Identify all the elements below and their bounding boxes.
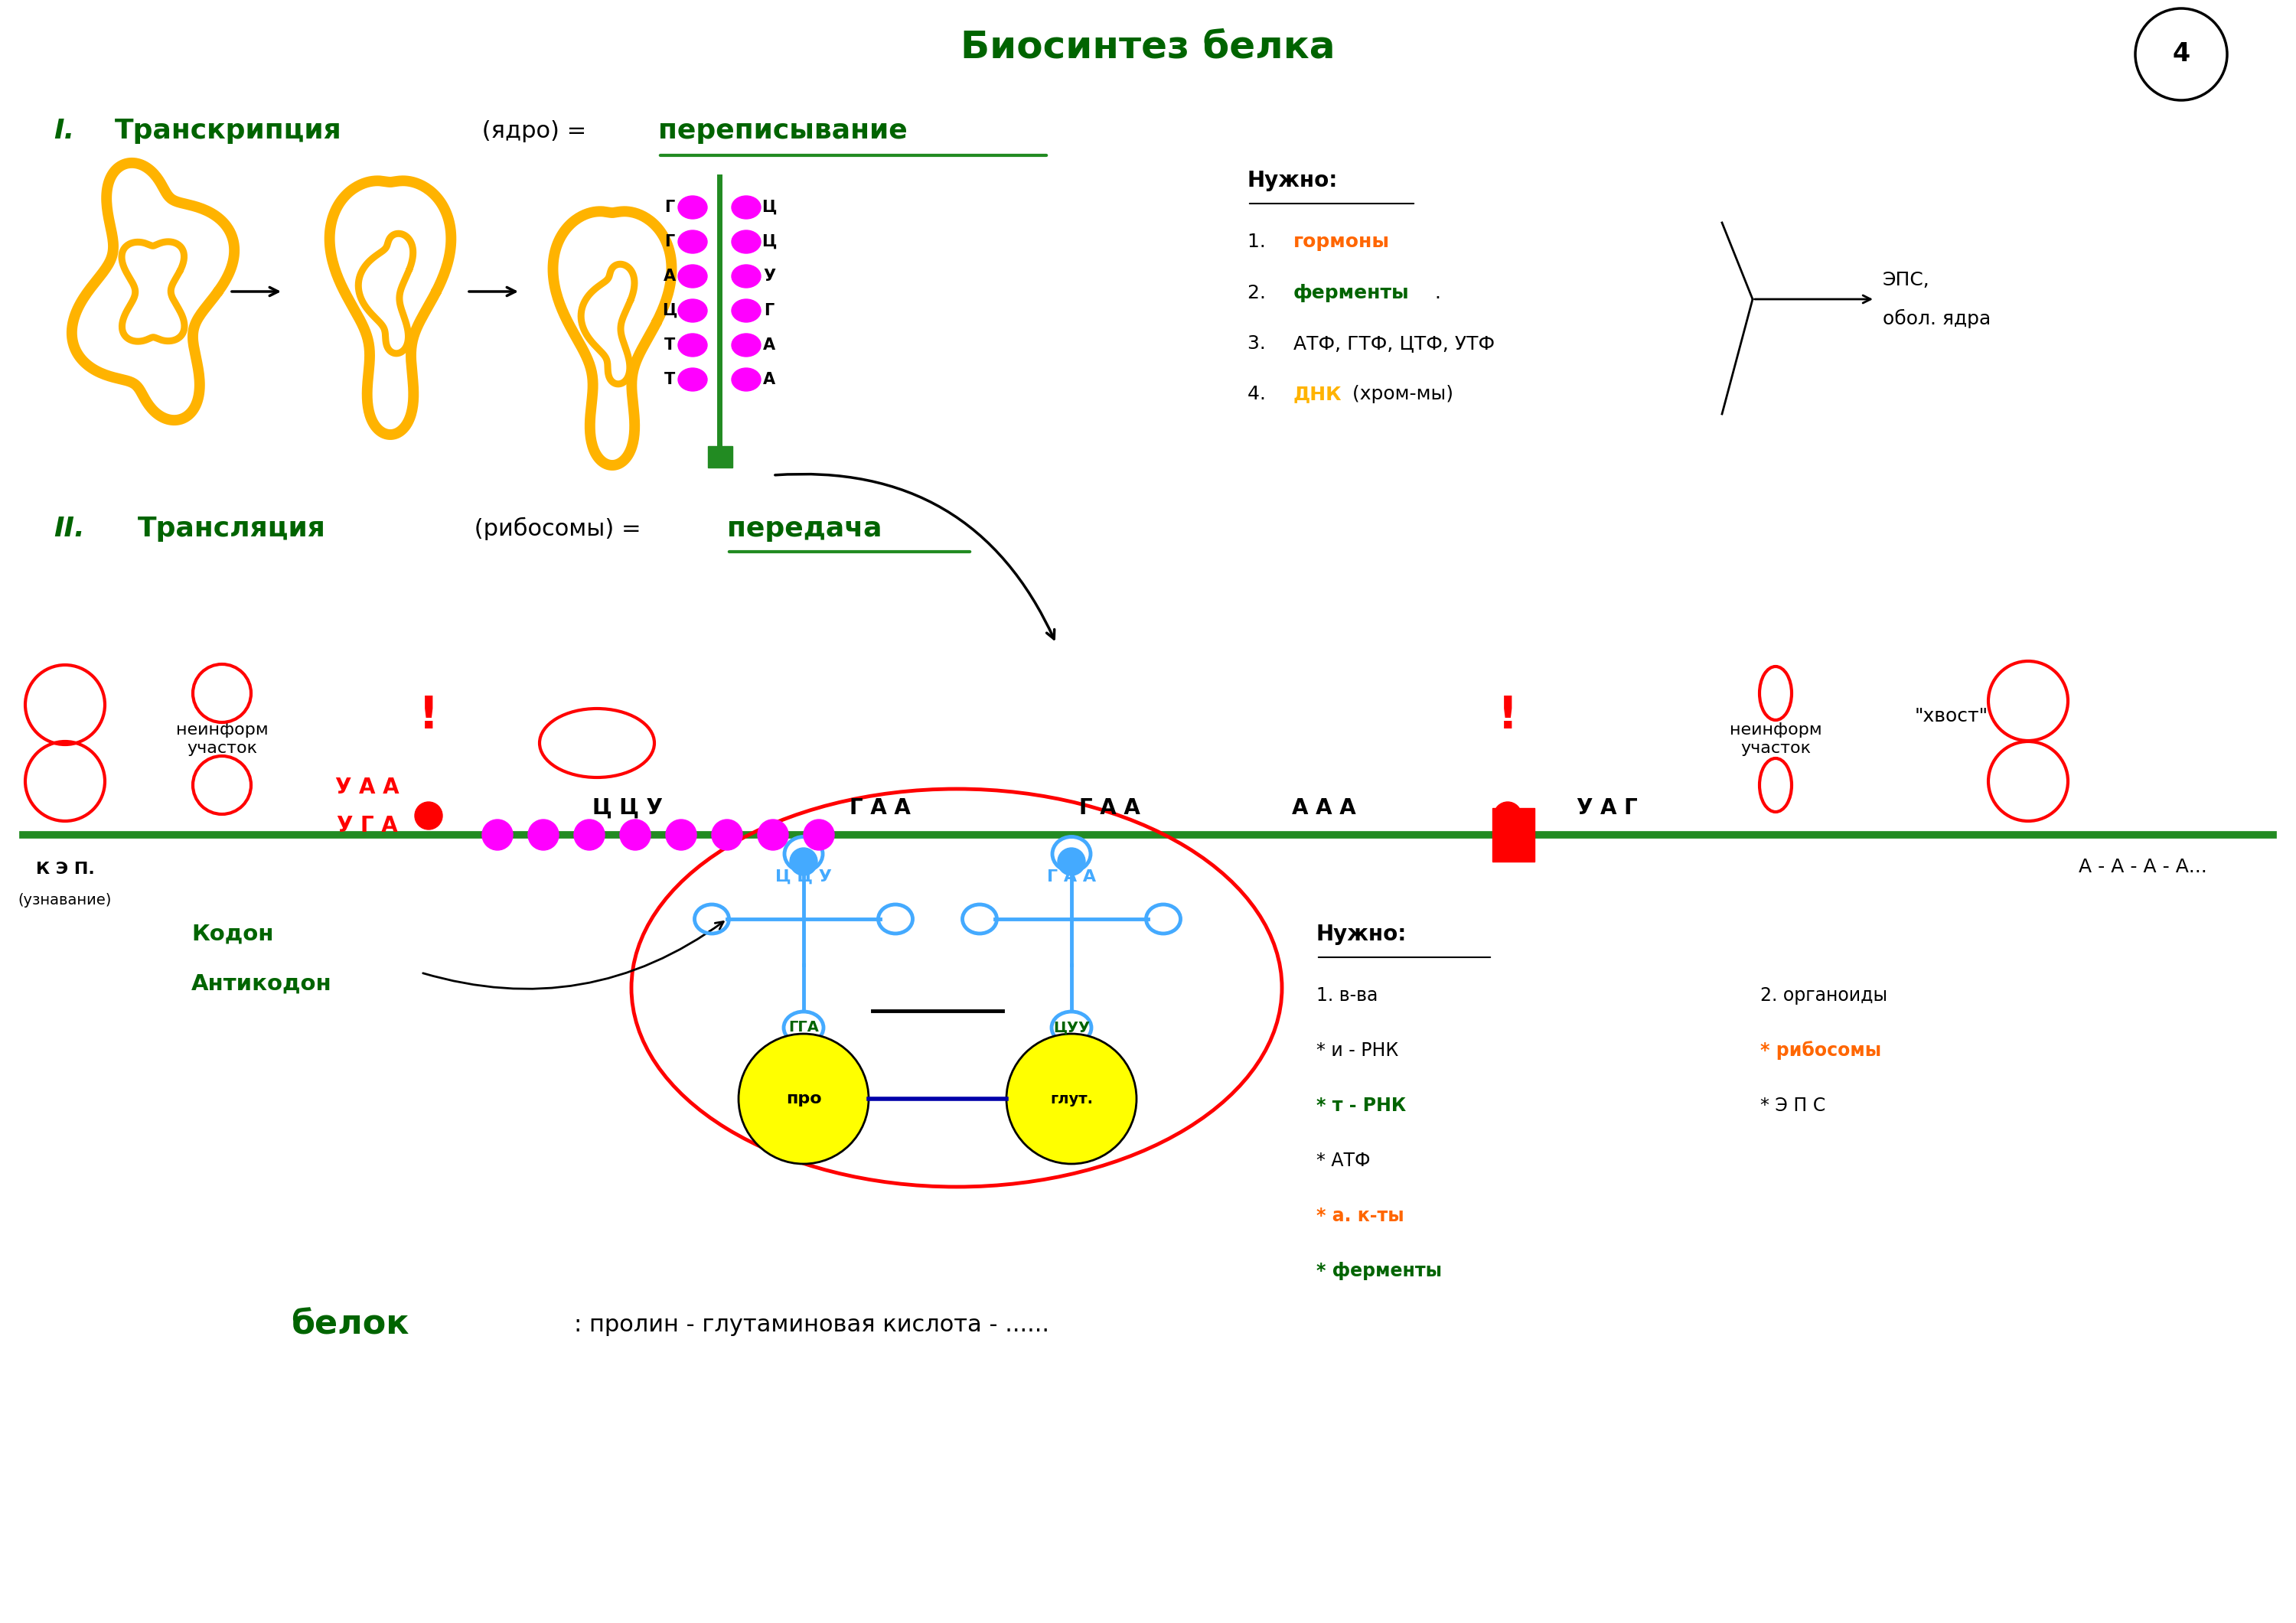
Text: II.: II. bbox=[53, 516, 85, 542]
Text: Нужно:: Нужно: bbox=[1316, 923, 1407, 945]
Ellipse shape bbox=[732, 265, 760, 287]
Text: 3.: 3. bbox=[1247, 334, 1272, 352]
Text: * рибосомы: * рибосомы bbox=[1761, 1040, 1880, 1060]
Text: * т - РНК: * т - РНК bbox=[1316, 1097, 1405, 1115]
Circle shape bbox=[482, 820, 512, 850]
Text: (хром-мы): (хром-мы) bbox=[1345, 385, 1453, 403]
Ellipse shape bbox=[677, 196, 707, 219]
Circle shape bbox=[1006, 1034, 1137, 1164]
Text: У А Г: У А Г bbox=[1577, 797, 1637, 818]
Text: Транскрипция: Транскрипция bbox=[115, 118, 342, 144]
Ellipse shape bbox=[677, 230, 707, 253]
Circle shape bbox=[1058, 847, 1086, 875]
Text: Кодон: Кодон bbox=[191, 923, 273, 945]
Text: гормоны: гормоны bbox=[1293, 232, 1389, 252]
Text: белок: белок bbox=[292, 1308, 409, 1341]
Text: * а. к-ты: * а. к-ты bbox=[1316, 1208, 1405, 1225]
Text: передача: передача bbox=[728, 516, 882, 542]
Text: Ц Ц У: Ц Ц У bbox=[592, 797, 664, 818]
Text: ЦУУ: ЦУУ bbox=[1054, 1021, 1091, 1035]
Ellipse shape bbox=[732, 196, 760, 219]
Text: Трансляция: Трансляция bbox=[138, 516, 326, 542]
Text: А: А bbox=[762, 338, 776, 352]
Text: глут.: глут. bbox=[1049, 1092, 1093, 1107]
Text: !: ! bbox=[1497, 695, 1518, 738]
Text: Г А А: Г А А bbox=[850, 797, 912, 818]
Text: А А А: А А А bbox=[1293, 797, 1357, 818]
Text: (рибосомы) =: (рибосомы) = bbox=[466, 518, 647, 540]
Text: Г А А: Г А А bbox=[1047, 870, 1095, 885]
Text: ферменты: ферменты bbox=[1293, 284, 1410, 302]
Circle shape bbox=[666, 820, 696, 850]
Text: А - А - А - А...: А - А - А - А... bbox=[2078, 859, 2206, 876]
Text: Г: Г bbox=[765, 304, 774, 318]
Text: неинформ
участок: неинформ участок bbox=[1729, 722, 1821, 756]
Ellipse shape bbox=[732, 299, 760, 321]
Ellipse shape bbox=[677, 334, 707, 357]
Text: * Э П С: * Э П С bbox=[1761, 1097, 1825, 1115]
Text: Ц: Ц bbox=[762, 200, 776, 214]
Text: .: . bbox=[1435, 284, 1440, 302]
Circle shape bbox=[712, 820, 742, 850]
Text: А: А bbox=[664, 268, 675, 284]
Text: 4: 4 bbox=[2172, 42, 2190, 67]
Text: ДНК: ДНК bbox=[1293, 385, 1343, 403]
Text: Биосинтез белка: Биосинтез белка bbox=[960, 28, 1336, 65]
Text: 1. в-ва: 1. в-ва bbox=[1316, 987, 1378, 1005]
Text: А: А bbox=[762, 372, 776, 388]
Circle shape bbox=[574, 820, 604, 850]
Text: Г: Г bbox=[664, 200, 675, 214]
Circle shape bbox=[804, 820, 833, 850]
Text: Ц Ц У: Ц Ц У bbox=[776, 870, 831, 885]
Text: 4.: 4. bbox=[1247, 385, 1272, 403]
Text: 1.: 1. bbox=[1247, 232, 1272, 252]
Text: ЭПС,: ЭПС, bbox=[1883, 271, 1931, 289]
Text: : пролин - глутаминовая кислота - ......: : пролин - глутаминовая кислота - ...... bbox=[574, 1313, 1049, 1336]
Text: АТФ, ГТФ, ЦТФ, УТФ: АТФ, ГТФ, ЦТФ, УТФ bbox=[1293, 334, 1495, 352]
Text: К Э П.: К Э П. bbox=[37, 862, 94, 876]
Text: * АТФ: * АТФ bbox=[1316, 1152, 1371, 1170]
Text: У А А: У А А bbox=[335, 777, 400, 799]
Text: !: ! bbox=[418, 695, 439, 738]
Circle shape bbox=[758, 820, 788, 850]
Ellipse shape bbox=[677, 265, 707, 287]
Text: Г А А: Г А А bbox=[1079, 797, 1141, 818]
Ellipse shape bbox=[677, 299, 707, 321]
Text: обол. ядра: обол. ядра bbox=[1883, 308, 1991, 328]
Text: I.: I. bbox=[53, 118, 73, 144]
Text: "хвост": "хвост" bbox=[1915, 708, 1988, 725]
Text: Нужно:: Нужно: bbox=[1247, 170, 1339, 192]
Circle shape bbox=[416, 802, 443, 829]
Ellipse shape bbox=[732, 368, 760, 391]
Text: ГГА: ГГА bbox=[788, 1021, 820, 1035]
Text: Г: Г bbox=[664, 234, 675, 250]
Ellipse shape bbox=[677, 368, 707, 391]
Ellipse shape bbox=[732, 230, 760, 253]
Circle shape bbox=[620, 820, 650, 850]
Text: 2.: 2. bbox=[1247, 284, 1272, 302]
Text: Ц: Ц bbox=[762, 234, 776, 250]
Text: * и - РНК: * и - РНК bbox=[1316, 1042, 1398, 1060]
Text: Ц: Ц bbox=[661, 304, 677, 318]
Text: неинформ
участок: неинформ участок bbox=[177, 722, 269, 756]
Text: переписывание: переписывание bbox=[659, 118, 907, 144]
Text: * ферменты: * ферменты bbox=[1316, 1261, 1442, 1281]
Text: У: У bbox=[762, 268, 776, 284]
Text: Т: Т bbox=[664, 338, 675, 352]
Text: (узнавание): (узнавание) bbox=[18, 893, 113, 907]
Circle shape bbox=[790, 847, 817, 875]
Text: Т: Т bbox=[664, 372, 675, 388]
Bar bbox=[707, 446, 732, 467]
Text: 2. органоиды: 2. органоиды bbox=[1761, 987, 1887, 1005]
Text: (ядро) =: (ядро) = bbox=[475, 120, 595, 141]
Bar bbox=[1492, 808, 1534, 862]
Text: У Г А: У Г А bbox=[338, 815, 397, 836]
Ellipse shape bbox=[732, 334, 760, 357]
Text: про: про bbox=[785, 1091, 822, 1107]
Circle shape bbox=[739, 1034, 868, 1164]
Circle shape bbox=[528, 820, 558, 850]
Text: Антикодон: Антикодон bbox=[191, 974, 333, 995]
Circle shape bbox=[1495, 802, 1522, 829]
